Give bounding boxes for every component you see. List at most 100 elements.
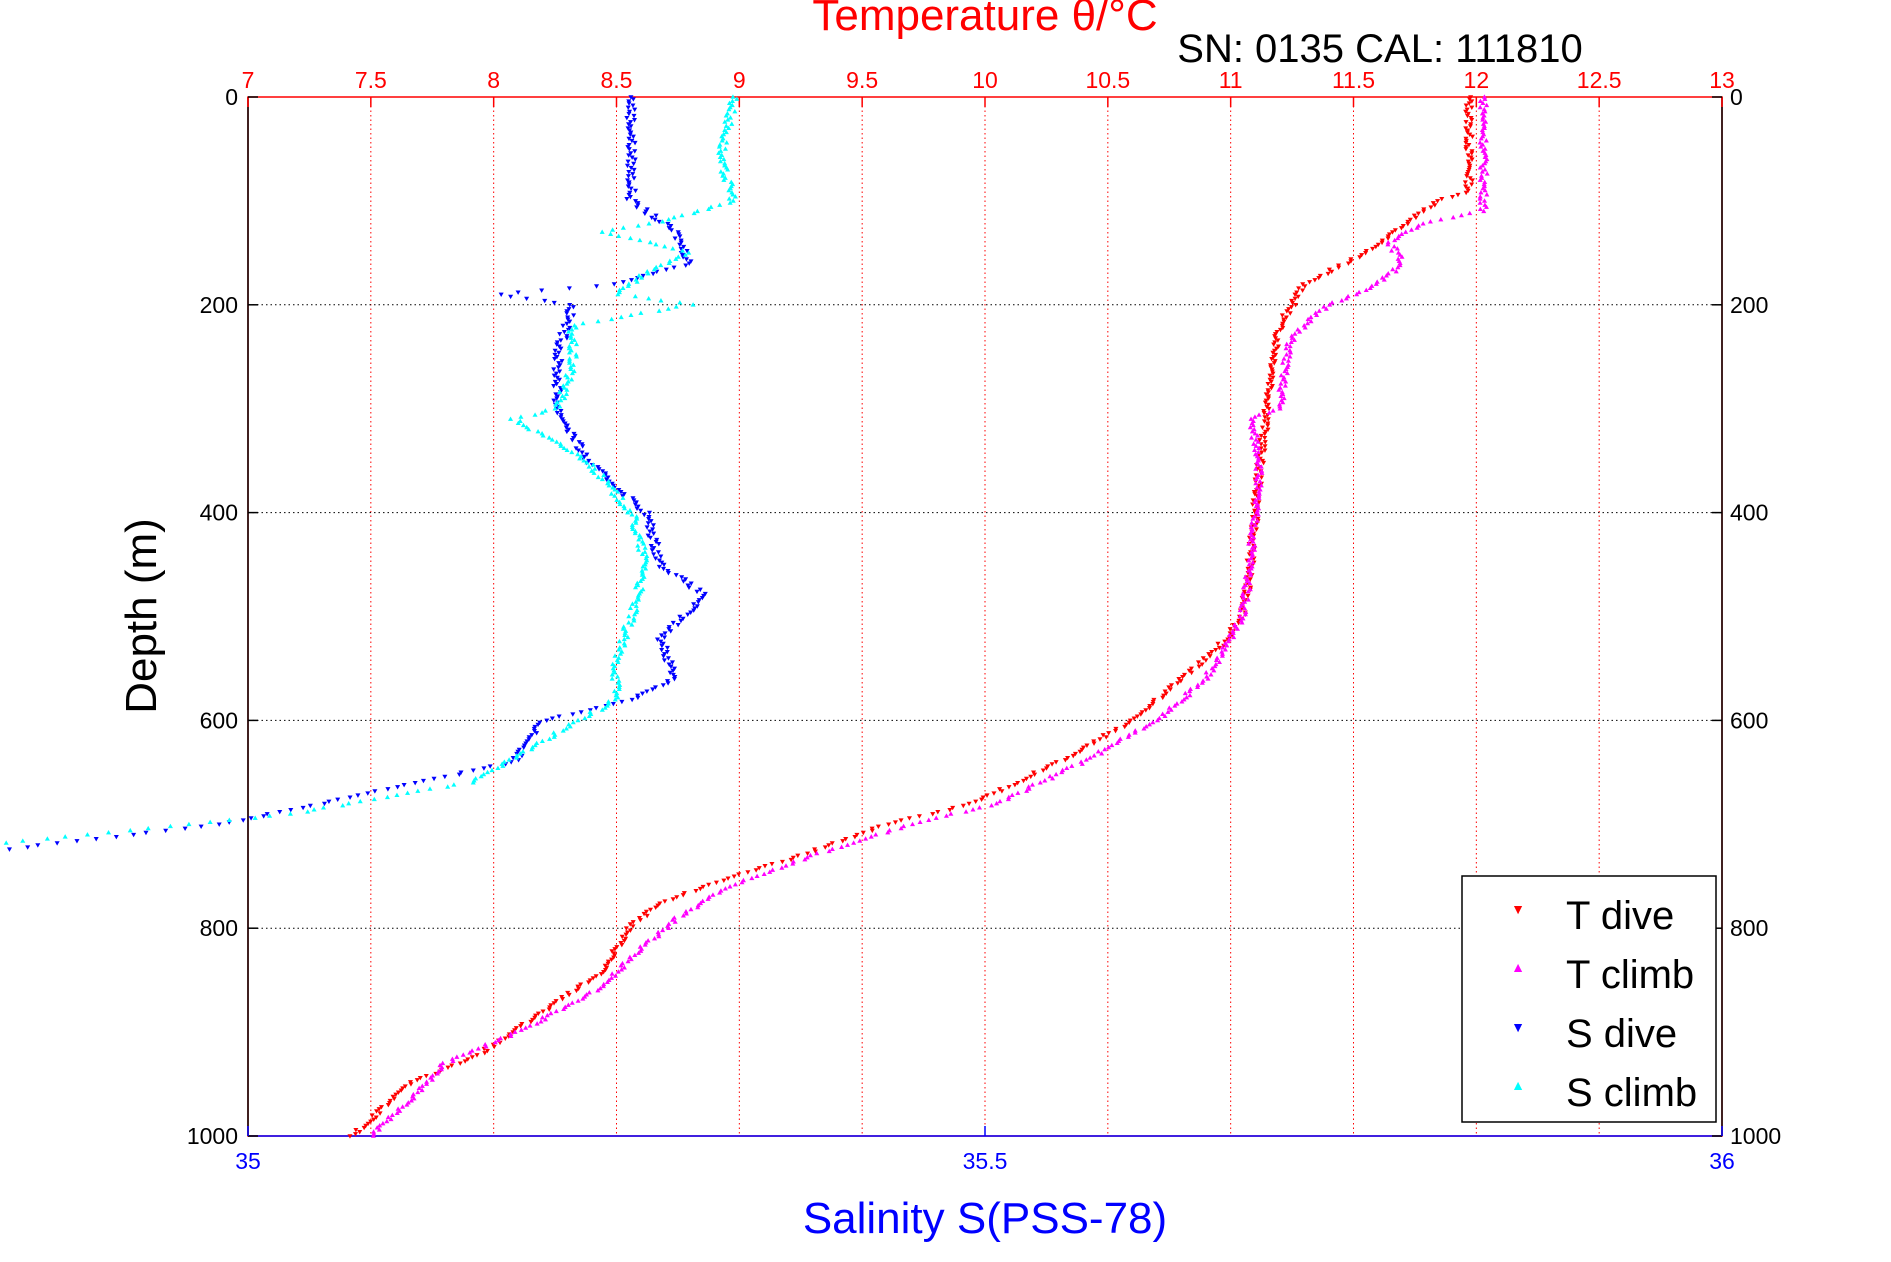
data-point — [1282, 383, 1288, 388]
data-point — [563, 726, 569, 731]
data-point — [1367, 285, 1373, 290]
data-point — [627, 605, 633, 610]
data-point — [1065, 756, 1071, 761]
data-point — [1287, 343, 1293, 349]
data-point — [1256, 445, 1262, 450]
data-point — [1216, 645, 1222, 651]
data-point — [609, 975, 615, 980]
data-point — [873, 832, 879, 837]
data-point — [1176, 677, 1182, 682]
data-point — [658, 262, 664, 268]
data-point — [456, 772, 462, 778]
data-point — [664, 650, 670, 655]
data-point — [1270, 375, 1276, 381]
data-point — [637, 237, 643, 243]
temperature-tick-label: 12 — [1464, 67, 1490, 93]
data-point — [609, 971, 615, 976]
data-point — [616, 647, 622, 652]
data-point — [1482, 160, 1488, 166]
data-point — [539, 288, 545, 293]
data-point — [1270, 371, 1276, 376]
data-point — [1103, 735, 1109, 740]
data-point — [1245, 588, 1251, 594]
data-point — [1262, 440, 1268, 445]
data-point — [1146, 706, 1152, 711]
data-point — [551, 398, 557, 403]
data-point — [706, 882, 712, 888]
data-point — [730, 94, 736, 99]
data-point — [544, 1012, 550, 1018]
data-point — [622, 632, 628, 638]
data-point — [1478, 189, 1484, 195]
data-point — [1168, 683, 1175, 688]
data-point — [1312, 278, 1318, 283]
data-point — [1269, 384, 1275, 389]
data-point — [1283, 345, 1289, 351]
data-point — [484, 1049, 490, 1054]
data-point — [754, 873, 760, 879]
data-point — [614, 945, 620, 950]
data-point — [564, 321, 570, 327]
data-point — [567, 325, 573, 331]
data-point — [1408, 227, 1415, 232]
data-point — [198, 824, 204, 829]
data-point — [615, 694, 621, 700]
data-point — [633, 520, 639, 525]
data-point — [639, 275, 645, 280]
data-point — [558, 397, 564, 403]
data-point — [632, 502, 638, 507]
data-point — [619, 699, 625, 705]
data-point — [167, 823, 173, 829]
data-point — [415, 788, 421, 793]
data-point — [566, 427, 572, 433]
data-point — [414, 1078, 420, 1083]
series-s-dive — [6, 95, 708, 852]
data-point — [1213, 647, 1219, 653]
data-point — [1317, 273, 1323, 279]
data-point — [606, 482, 612, 488]
data-point — [1399, 231, 1405, 236]
data-point — [1069, 763, 1075, 768]
data-point — [1363, 287, 1369, 293]
data-point — [717, 158, 723, 164]
data-point — [1260, 458, 1266, 464]
data-point — [1305, 316, 1311, 322]
data-point — [680, 893, 686, 898]
data-point — [1241, 589, 1247, 595]
data-point — [615, 680, 621, 685]
data-point — [1254, 485, 1260, 490]
data-point — [552, 406, 558, 411]
data-point — [385, 1114, 391, 1120]
data-point — [679, 212, 685, 218]
data-point — [1209, 650, 1215, 655]
data-point — [610, 227, 616, 232]
data-point — [1276, 387, 1282, 392]
data-point — [465, 1057, 471, 1062]
data-point — [807, 852, 813, 858]
data-point — [615, 659, 621, 665]
data-point — [635, 543, 641, 548]
data-point — [636, 537, 642, 542]
data-point — [1464, 172, 1470, 177]
data-point — [1106, 744, 1112, 750]
data-point — [991, 791, 997, 796]
data-point — [666, 627, 672, 632]
depth-tick-label-right: 200 — [1730, 292, 1768, 318]
data-point — [643, 909, 649, 915]
data-point — [517, 418, 523, 423]
data-point — [1265, 427, 1271, 433]
data-point — [586, 458, 592, 464]
data-point — [580, 444, 586, 449]
data-point — [1484, 171, 1490, 176]
data-point — [1400, 224, 1406, 229]
data-point — [1242, 605, 1248, 610]
data-point — [590, 462, 596, 467]
data-point — [569, 1000, 575, 1005]
data-point — [1464, 107, 1470, 113]
data-point — [1026, 786, 1032, 791]
data-point — [699, 595, 705, 601]
data-point — [976, 805, 983, 810]
data-series — [3, 94, 1490, 1139]
data-point — [365, 1121, 371, 1127]
data-point — [665, 681, 671, 686]
